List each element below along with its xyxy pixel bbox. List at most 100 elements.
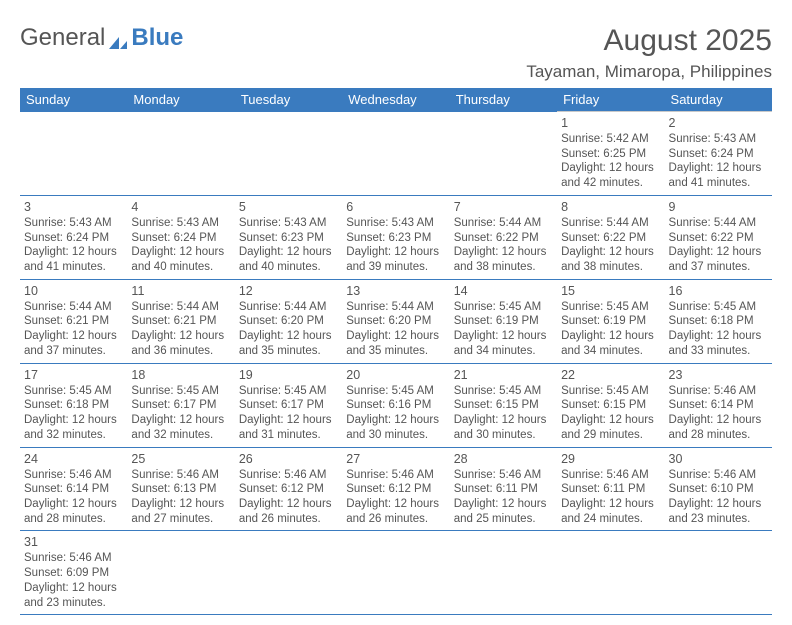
daylight-line-2: and 37 minutes.	[24, 344, 123, 359]
calendar-cell: 11Sunrise: 5:44 AMSunset: 6:21 PMDayligh…	[127, 279, 234, 363]
calendar-cell: 10Sunrise: 5:44 AMSunset: 6:21 PMDayligh…	[20, 279, 127, 363]
sunset-line: Sunset: 6:11 PM	[454, 482, 553, 497]
sunset-line: Sunset: 6:13 PM	[131, 482, 230, 497]
daylight-line-2: and 29 minutes.	[561, 428, 660, 443]
day-number: 29	[561, 451, 660, 467]
sunrise-line: Sunrise: 5:45 AM	[669, 300, 768, 315]
daylight-line-1: Daylight: 12 hours	[24, 329, 123, 344]
day-number: 1	[561, 115, 660, 131]
daylight-line-1: Daylight: 12 hours	[24, 245, 123, 260]
calendar-cell: 23Sunrise: 5:46 AMSunset: 6:14 PMDayligh…	[665, 363, 772, 447]
sunset-line: Sunset: 6:22 PM	[454, 231, 553, 246]
daylight-line-1: Daylight: 12 hours	[454, 413, 553, 428]
daylight-line-1: Daylight: 12 hours	[131, 497, 230, 512]
sunrise-line: Sunrise: 5:43 AM	[239, 216, 338, 231]
day-number: 3	[24, 199, 123, 215]
sunset-line: Sunset: 6:10 PM	[669, 482, 768, 497]
sunrise-line: Sunrise: 5:42 AM	[561, 132, 660, 147]
calendar-cell: 26Sunrise: 5:46 AMSunset: 6:12 PMDayligh…	[235, 447, 342, 531]
daylight-line-1: Daylight: 12 hours	[131, 413, 230, 428]
day-number: 20	[346, 367, 445, 383]
day-number: 27	[346, 451, 445, 467]
calendar-cell	[450, 531, 557, 615]
day-number: 31	[24, 534, 123, 550]
sunset-line: Sunset: 6:11 PM	[561, 482, 660, 497]
sunset-line: Sunset: 6:20 PM	[346, 314, 445, 329]
daylight-line-1: Daylight: 12 hours	[239, 245, 338, 260]
sail-icon	[107, 30, 129, 46]
daylight-line-1: Daylight: 12 hours	[561, 245, 660, 260]
sunset-line: Sunset: 6:24 PM	[131, 231, 230, 246]
daylight-line-2: and 31 minutes.	[239, 428, 338, 443]
daylight-line-1: Daylight: 12 hours	[346, 245, 445, 260]
daylight-line-1: Daylight: 12 hours	[24, 413, 123, 428]
daylight-line-1: Daylight: 12 hours	[131, 245, 230, 260]
sunrise-line: Sunrise: 5:46 AM	[131, 468, 230, 483]
sunset-line: Sunset: 6:17 PM	[239, 398, 338, 413]
title-block: August 2025 Tayaman, Mimaropa, Philippin…	[526, 24, 772, 82]
calendar-cell: 5Sunrise: 5:43 AMSunset: 6:23 PMDaylight…	[235, 195, 342, 279]
calendar-cell: 4Sunrise: 5:43 AMSunset: 6:24 PMDaylight…	[127, 195, 234, 279]
daylight-line-2: and 39 minutes.	[346, 260, 445, 275]
sunrise-line: Sunrise: 5:45 AM	[239, 384, 338, 399]
day-number: 25	[131, 451, 230, 467]
calendar-cell: 18Sunrise: 5:45 AMSunset: 6:17 PMDayligh…	[127, 363, 234, 447]
logo: General Blue	[20, 24, 183, 52]
daylight-line-1: Daylight: 12 hours	[669, 329, 768, 344]
header: General Blue August 2025 Tayaman, Mimaro…	[20, 24, 772, 82]
day-number: 5	[239, 199, 338, 215]
calendar-cell: 21Sunrise: 5:45 AMSunset: 6:15 PMDayligh…	[450, 363, 557, 447]
daylight-line-2: and 30 minutes.	[454, 428, 553, 443]
calendar-cell: 13Sunrise: 5:44 AMSunset: 6:20 PMDayligh…	[342, 279, 449, 363]
calendar-header-row: Sunday Monday Tuesday Wednesday Thursday…	[20, 88, 772, 112]
daylight-line-1: Daylight: 12 hours	[561, 329, 660, 344]
weekday-header: Wednesday	[342, 88, 449, 112]
day-number: 11	[131, 283, 230, 299]
daylight-line-2: and 41 minutes.	[24, 260, 123, 275]
daylight-line-2: and 37 minutes.	[669, 260, 768, 275]
sunrise-line: Sunrise: 5:44 AM	[239, 300, 338, 315]
weekday-header: Monday	[127, 88, 234, 112]
day-number: 21	[454, 367, 553, 383]
daylight-line-2: and 36 minutes.	[131, 344, 230, 359]
daylight-line-2: and 32 minutes.	[131, 428, 230, 443]
calendar-cell: 31Sunrise: 5:46 AMSunset: 6:09 PMDayligh…	[20, 531, 127, 615]
sunrise-line: Sunrise: 5:45 AM	[131, 384, 230, 399]
sunrise-line: Sunrise: 5:45 AM	[24, 384, 123, 399]
calendar-cell	[127, 531, 234, 615]
daylight-line-2: and 34 minutes.	[454, 344, 553, 359]
sunrise-line: Sunrise: 5:46 AM	[669, 384, 768, 399]
daylight-line-1: Daylight: 12 hours	[24, 581, 123, 596]
daylight-line-2: and 30 minutes.	[346, 428, 445, 443]
daylight-line-1: Daylight: 12 hours	[239, 413, 338, 428]
sunrise-line: Sunrise: 5:44 AM	[24, 300, 123, 315]
calendar-cell: 24Sunrise: 5:46 AMSunset: 6:14 PMDayligh…	[20, 447, 127, 531]
calendar-cell: 2Sunrise: 5:43 AMSunset: 6:24 PMDaylight…	[665, 112, 772, 196]
sunset-line: Sunset: 6:12 PM	[346, 482, 445, 497]
day-number: 6	[346, 199, 445, 215]
daylight-line-1: Daylight: 12 hours	[669, 245, 768, 260]
day-number: 17	[24, 367, 123, 383]
weekday-header: Friday	[557, 88, 664, 112]
daylight-line-2: and 32 minutes.	[24, 428, 123, 443]
sunset-line: Sunset: 6:16 PM	[346, 398, 445, 413]
calendar-cell	[235, 531, 342, 615]
day-number: 30	[669, 451, 768, 467]
day-number: 22	[561, 367, 660, 383]
sunset-line: Sunset: 6:21 PM	[24, 314, 123, 329]
daylight-line-2: and 35 minutes.	[239, 344, 338, 359]
weekday-header: Saturday	[665, 88, 772, 112]
sunrise-line: Sunrise: 5:44 AM	[346, 300, 445, 315]
calendar-cell: 6Sunrise: 5:43 AMSunset: 6:23 PMDaylight…	[342, 195, 449, 279]
calendar-cell: 12Sunrise: 5:44 AMSunset: 6:20 PMDayligh…	[235, 279, 342, 363]
sunset-line: Sunset: 6:22 PM	[561, 231, 660, 246]
sunset-line: Sunset: 6:14 PM	[669, 398, 768, 413]
day-number: 24	[24, 451, 123, 467]
day-number: 16	[669, 283, 768, 299]
calendar-cell	[235, 112, 342, 196]
sunrise-line: Sunrise: 5:43 AM	[669, 132, 768, 147]
daylight-line-1: Daylight: 12 hours	[561, 497, 660, 512]
calendar-page: General Blue August 2025 Tayaman, Mimaro…	[0, 0, 792, 625]
daylight-line-2: and 38 minutes.	[454, 260, 553, 275]
calendar-cell	[20, 112, 127, 196]
